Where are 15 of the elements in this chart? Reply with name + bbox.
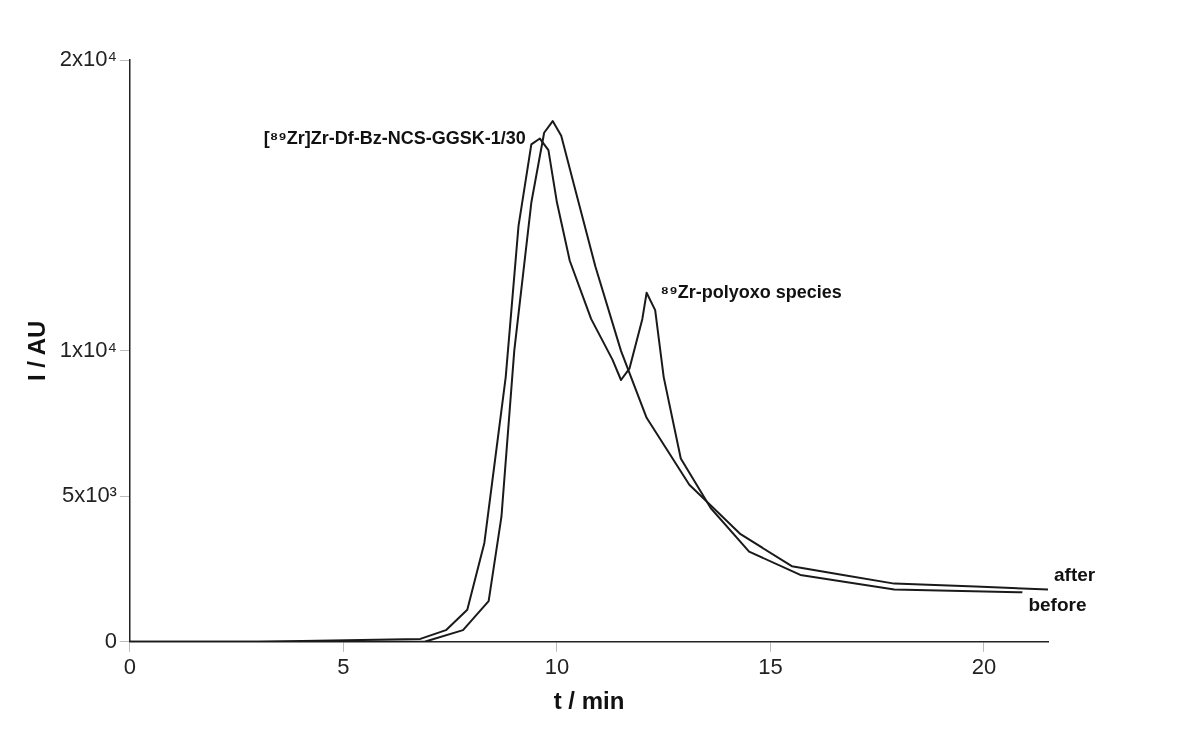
x-tick-label: 10 [544, 654, 570, 680]
annotation: [⁸⁹Zr]Zr-Df-Bz-NCS-GGSK-1/30 [263, 127, 526, 148]
y-tick-label: 2x10⁴ [59, 46, 117, 72]
x-tick-label: 0 [123, 654, 137, 680]
x-tick-label: 5 [337, 654, 350, 680]
series-label: after [1054, 564, 1096, 586]
y-tick-label: 5x10³ [61, 482, 117, 508]
y-tick-label: 0 [104, 627, 117, 653]
y-axis-title: I / AU [23, 320, 51, 382]
y-tick-label: 1x10⁴ [59, 336, 117, 362]
annotation: ⁸⁹Zr-polyoxo species [660, 281, 842, 302]
x-tick-label: 15 [758, 654, 783, 680]
x-axis-title: t / min [553, 687, 625, 715]
x-tick-label: 20 [971, 654, 997, 680]
series-label: before [1028, 594, 1087, 616]
